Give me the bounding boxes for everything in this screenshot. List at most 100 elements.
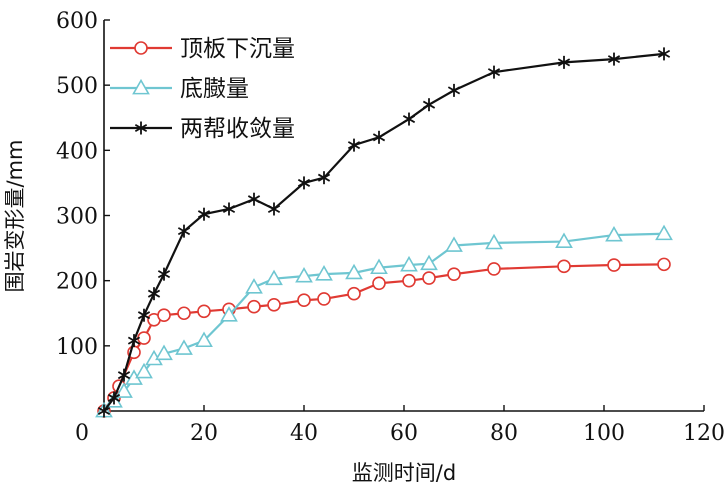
legend-marker [132,78,150,95]
legend-item-3: 两帮收敛量 [110,116,295,142]
data-point [657,47,671,61]
asterisk-stroke [197,210,211,219]
x-axis-title: 监测时间/d [352,461,456,485]
asterisk-stroke [447,86,461,95]
data-point [487,262,501,276]
data-point [485,233,503,250]
asterisk-stroke [117,371,131,380]
asterisk-stroke [177,227,191,236]
data-point [372,130,386,144]
data-point [372,276,386,291]
data-point [487,65,501,79]
y-tick-label: 100 [56,335,98,360]
y-axis-title: 围岩变形量/mm [3,140,27,293]
data-point [447,267,461,281]
x-tick-label: 80 [490,421,518,446]
data-point [245,278,263,294]
data-point [157,308,171,323]
data-point [402,273,416,288]
data-point [607,52,621,66]
x-tick-label: 20 [190,421,218,446]
data-point [267,297,281,312]
data-point [347,138,361,152]
series-layer [95,47,673,418]
asterisk-stroke [347,141,361,150]
data-point [247,299,261,314]
data-point [315,265,333,281]
asterisk-stroke [422,100,436,109]
data-point [220,306,238,322]
data-point [222,202,236,216]
data-point [422,271,436,285]
asterisk-stroke [247,195,261,204]
asterisk-stroke [267,204,281,214]
asterisk-stroke [557,58,571,67]
x-tick-label: 40 [290,421,318,446]
data-point [177,224,191,238]
asterisk-stroke [402,115,416,124]
data-point [655,224,673,241]
asterisk-stroke [222,204,236,214]
series-3 [97,47,671,418]
asterisk-stroke [134,123,148,133]
data-point [195,331,213,348]
legend-item-2: 底臌量 [110,76,249,102]
data-point [657,257,671,272]
asterisk-stroke [157,270,171,279]
data-point [117,368,131,382]
asterisk-stroke [487,68,501,77]
legend-label: 顶板下沉量 [180,36,295,62]
data-point [555,232,573,248]
legend-marker [134,121,148,135]
data-point [317,292,331,306]
data-point [402,112,416,126]
data-point [177,306,191,321]
data-point [197,207,211,221]
y-tick-label: 200 [56,270,98,295]
data-point [445,236,463,252]
legend-marker [134,41,148,55]
legend-label: 底臌量 [180,76,249,102]
asterisk-stroke [317,173,331,182]
data-point [265,269,283,286]
data-point [317,171,331,185]
data-point [295,266,313,283]
x-tick-label: 0 [75,421,89,446]
data-point [197,304,211,319]
asterisk-stroke [97,406,111,416]
data-point [127,334,141,348]
asterisk-stroke [372,133,386,142]
data-point [345,263,363,280]
data-point [370,258,388,275]
data-point [400,255,418,272]
data-point [420,254,438,271]
data-point [135,362,153,379]
data-point [115,382,133,398]
series-1 [97,257,671,418]
y-tick-label: 300 [56,205,98,230]
asterisk-stroke [607,55,621,64]
data-point [422,98,436,112]
data-point [107,391,121,405]
data-point [137,308,151,322]
data-point [347,286,361,301]
x-tick-label: 120 [683,421,725,446]
asterisk-stroke [147,289,161,298]
data-point [147,287,161,301]
data-point [447,83,461,97]
series-2 [95,224,673,418]
data-point [97,404,111,418]
asterisk-stroke [127,336,141,345]
data-point [155,344,173,361]
y-tick-label: 600 [56,9,98,34]
asterisk-stroke [297,178,311,187]
data-point [557,259,571,274]
x-tick-label: 100 [583,421,625,446]
axis-ticks: 0 20 40 60 80 100 120 100 200 300 400 500 600 [56,9,725,446]
y-tick-label: 400 [56,139,98,164]
data-point [247,192,261,206]
x-tick-label: 60 [390,421,418,446]
data-point [267,202,281,216]
